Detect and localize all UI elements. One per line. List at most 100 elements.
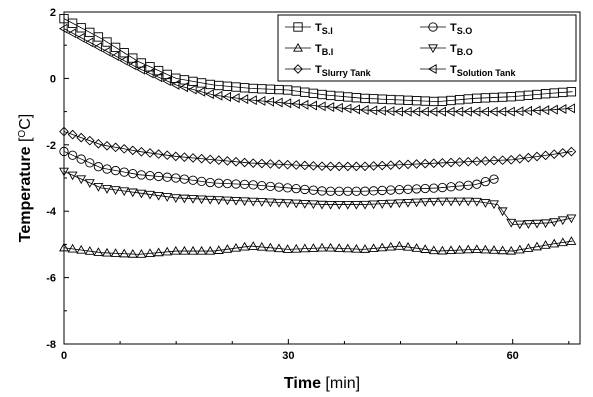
legend-marker <box>293 64 303 74</box>
legend-marker <box>428 22 438 32</box>
data-point <box>93 32 104 42</box>
data-point <box>291 160 302 170</box>
data-point <box>196 86 206 97</box>
data-point <box>549 149 560 159</box>
data-point <box>308 243 319 252</box>
data-point <box>506 106 515 117</box>
data-point <box>523 243 534 252</box>
data-point <box>170 245 181 255</box>
data-point <box>480 177 491 187</box>
data-point <box>93 138 104 149</box>
y-tick-label: -8 <box>46 339 56 351</box>
data-point <box>463 106 472 117</box>
data-point <box>127 145 138 156</box>
data-point <box>248 241 259 250</box>
data-point <box>196 195 207 205</box>
data-point <box>291 243 302 253</box>
data-point <box>454 244 465 254</box>
data-point <box>136 64 146 75</box>
data-point <box>394 159 405 170</box>
data-point <box>540 105 550 116</box>
data-point <box>119 167 129 177</box>
data-point <box>256 241 267 251</box>
data-point <box>188 153 198 163</box>
data-point <box>110 51 120 62</box>
data-point <box>213 196 224 205</box>
data-point <box>523 152 534 163</box>
data-point <box>101 46 111 57</box>
data-point <box>93 183 104 192</box>
data-point <box>497 245 508 255</box>
data-point <box>497 207 508 217</box>
data-point <box>428 197 439 207</box>
legend-item: TSolution Tank <box>420 64 517 78</box>
data-point <box>179 152 190 162</box>
data-point <box>256 198 267 207</box>
data-point <box>162 193 173 202</box>
data-point <box>282 244 293 253</box>
data-point <box>265 242 276 252</box>
legend-label-main: T <box>450 43 457 55</box>
data-point <box>205 195 216 205</box>
x-axis-title-main: Time <box>284 375 321 392</box>
data-point <box>531 105 541 116</box>
data-point <box>471 244 482 254</box>
data-point <box>170 79 180 90</box>
legend-label: TB.I <box>315 43 333 57</box>
data-point <box>428 245 439 255</box>
data-point <box>351 161 362 172</box>
data-point <box>308 160 319 171</box>
y-axis-title-unit-sup: O <box>17 130 28 138</box>
data-point <box>67 129 78 140</box>
data-point <box>334 102 343 113</box>
data-point <box>127 60 137 71</box>
legend-label-subscript: S.O <box>457 26 473 36</box>
legend-label-main: T <box>315 64 322 76</box>
data-point <box>351 104 360 115</box>
data-point <box>480 244 491 254</box>
data-point <box>222 156 233 166</box>
data-point <box>170 151 181 162</box>
data-point <box>342 200 353 210</box>
data-point <box>532 219 542 229</box>
series-layer <box>58 13 577 258</box>
data-point <box>239 197 250 207</box>
data-point <box>58 23 68 34</box>
data-point <box>368 200 379 210</box>
data-point <box>188 195 198 204</box>
data-point <box>127 188 138 198</box>
data-point <box>153 247 164 257</box>
data-point <box>351 200 362 210</box>
data-point <box>377 200 388 209</box>
data-point <box>231 156 241 167</box>
data-point <box>213 155 224 166</box>
data-point <box>84 246 95 255</box>
legend-label-subscript: B.I <box>322 47 334 57</box>
data-point <box>162 76 171 87</box>
data-point <box>119 187 130 197</box>
data-point <box>110 248 121 257</box>
data-point <box>102 164 112 174</box>
data-point <box>102 247 112 257</box>
data-point <box>222 196 233 206</box>
data-point <box>446 197 456 207</box>
data-point <box>325 200 336 210</box>
data-point <box>248 197 259 207</box>
legend-marker <box>293 22 303 32</box>
x-axis-title-unit: [min] <box>321 375 360 392</box>
legend-label: TSolution Tank <box>450 64 517 78</box>
data-point <box>506 245 517 255</box>
data-point <box>282 98 292 109</box>
data-point <box>411 159 422 169</box>
data-point <box>566 87 577 97</box>
data-point <box>557 237 568 247</box>
series-line <box>63 28 573 112</box>
data-point <box>222 244 233 253</box>
legend-label: TB.O <box>450 43 473 57</box>
data-point <box>411 198 422 208</box>
data-point <box>385 199 396 209</box>
data-point <box>557 104 567 114</box>
data-point <box>566 236 577 245</box>
